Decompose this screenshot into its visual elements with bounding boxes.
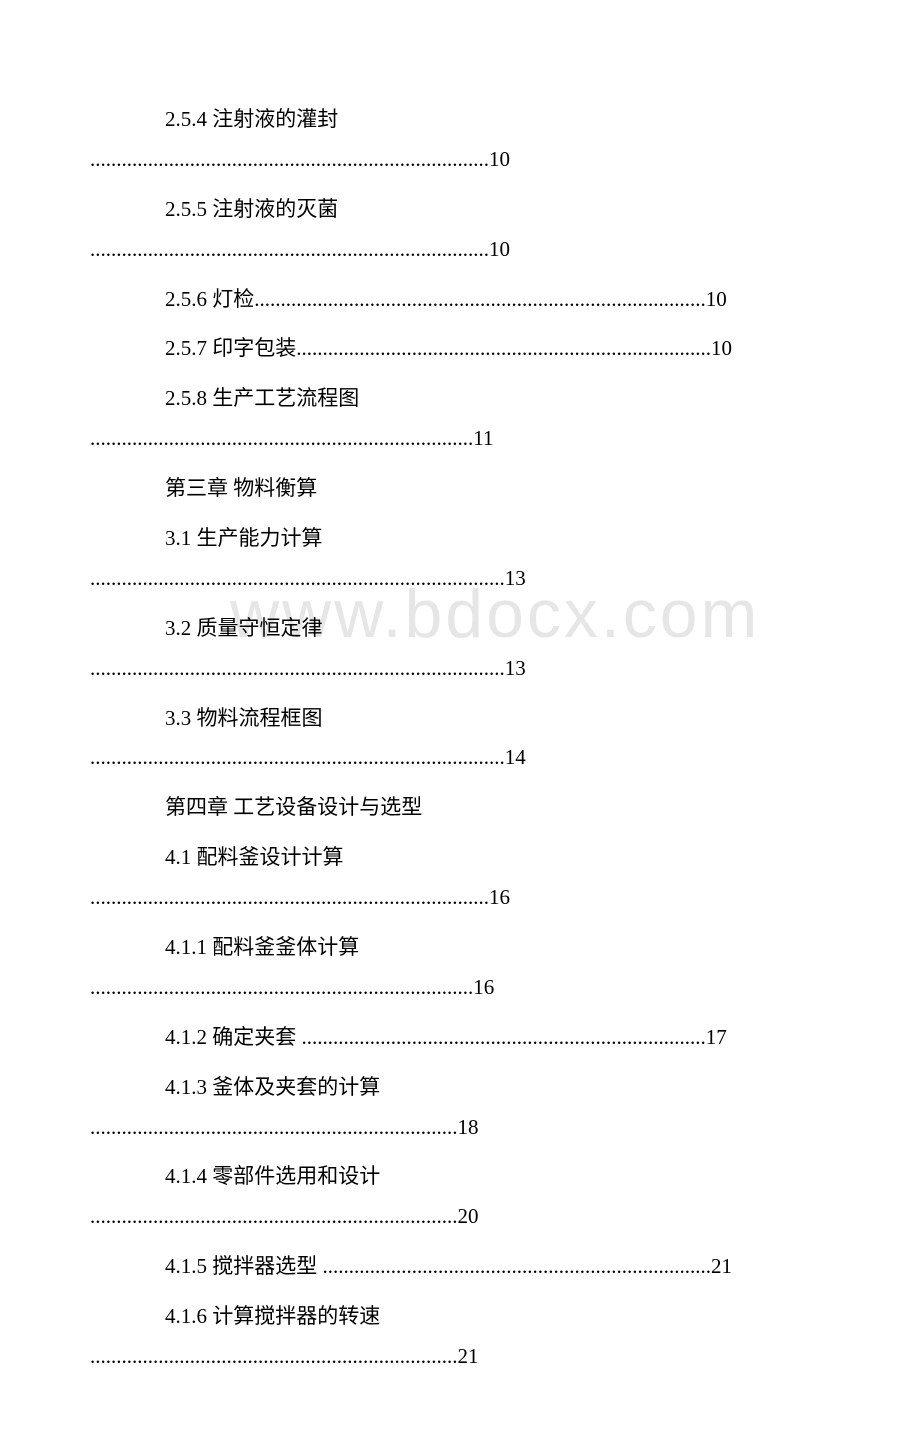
toc-entry-single: 2.5.6 灯检................................… <box>90 280 830 320</box>
toc-entry: 3.2 质量守恒定律..............................… <box>90 609 830 689</box>
toc-entry-title: 4.1 配料釜设计计算 <box>90 838 830 878</box>
toc-entry-single: 4.1.2 确定夹套 .............................… <box>90 1018 830 1058</box>
toc-entry-title: 2.5.8 生产工艺流程图 <box>90 379 830 419</box>
toc-entry: 2.5.8 生产工艺流程图...........................… <box>90 379 830 459</box>
toc-entry-dots: ........................................… <box>90 1197 830 1237</box>
toc-entry: 2.5.5 注射液的灭菌............................… <box>90 190 830 270</box>
toc-entry: 3.3 物料流程框图..............................… <box>90 699 830 779</box>
toc-entry-title: 3.3 物料流程框图 <box>90 699 830 739</box>
toc-entry-dots: ........................................… <box>90 968 830 1008</box>
toc-chapter-title: 第四章 工艺设备设计与选型 <box>90 788 830 828</box>
toc-entry-title: 4.1.4 零部件选用和设计 <box>90 1157 830 1197</box>
toc-entry: 4.1.6 计算搅拌器的转速..........................… <box>90 1297 830 1377</box>
toc-entry: 4.1.3 釜体及夹套的计算..........................… <box>90 1068 830 1148</box>
toc-entry: 4.1.4 零部件选用和设计..........................… <box>90 1157 830 1237</box>
toc-entry-single: 4.1.5 搅拌器选型 ............................… <box>90 1247 830 1287</box>
toc-entry-dots: ........................................… <box>90 878 830 918</box>
toc-entry-title: 4.1.3 釜体及夹套的计算 <box>90 1068 830 1108</box>
toc-entry-title: 4.1.6 计算搅拌器的转速 <box>90 1297 830 1337</box>
toc-entry-dots: ........................................… <box>90 649 830 689</box>
toc-entry: 4.1 配料釜设计计算.............................… <box>90 838 830 918</box>
toc-entry-single: 2.5.7 印字包装..............................… <box>90 329 830 369</box>
toc-entry-title: 2.5.4 注射液的灌封 <box>90 100 830 140</box>
toc-entry: 3.1 生产能力计算..............................… <box>90 519 830 599</box>
toc-entry-dots: ........................................… <box>90 559 830 599</box>
toc-entry-dots: ........................................… <box>90 1108 830 1148</box>
toc-content: 2.5.4 注射液的灌封............................… <box>90 100 830 1377</box>
toc-entry: 4.1.1 配料釜釜体计算...........................… <box>90 928 830 1008</box>
toc-chapter-title: 第三章 物料衡算 <box>90 469 830 509</box>
toc-entry-title: 3.1 生产能力计算 <box>90 519 830 559</box>
toc-entry-title: 3.2 质量守恒定律 <box>90 609 830 649</box>
toc-entry-dots: ........................................… <box>90 1337 830 1377</box>
toc-entry-dots: ........................................… <box>90 419 830 459</box>
toc-entry-title: 2.5.5 注射液的灭菌 <box>90 190 830 230</box>
toc-entry-dots: ........................................… <box>90 738 830 778</box>
toc-entry: 2.5.4 注射液的灌封............................… <box>90 100 830 180</box>
toc-entry-dots: ........................................… <box>90 140 830 180</box>
toc-entry-title: 4.1.1 配料釜釜体计算 <box>90 928 830 968</box>
page-container: 2.5.4 注射液的灌封............................… <box>0 0 920 1447</box>
toc-entry-dots: ........................................… <box>90 230 830 270</box>
